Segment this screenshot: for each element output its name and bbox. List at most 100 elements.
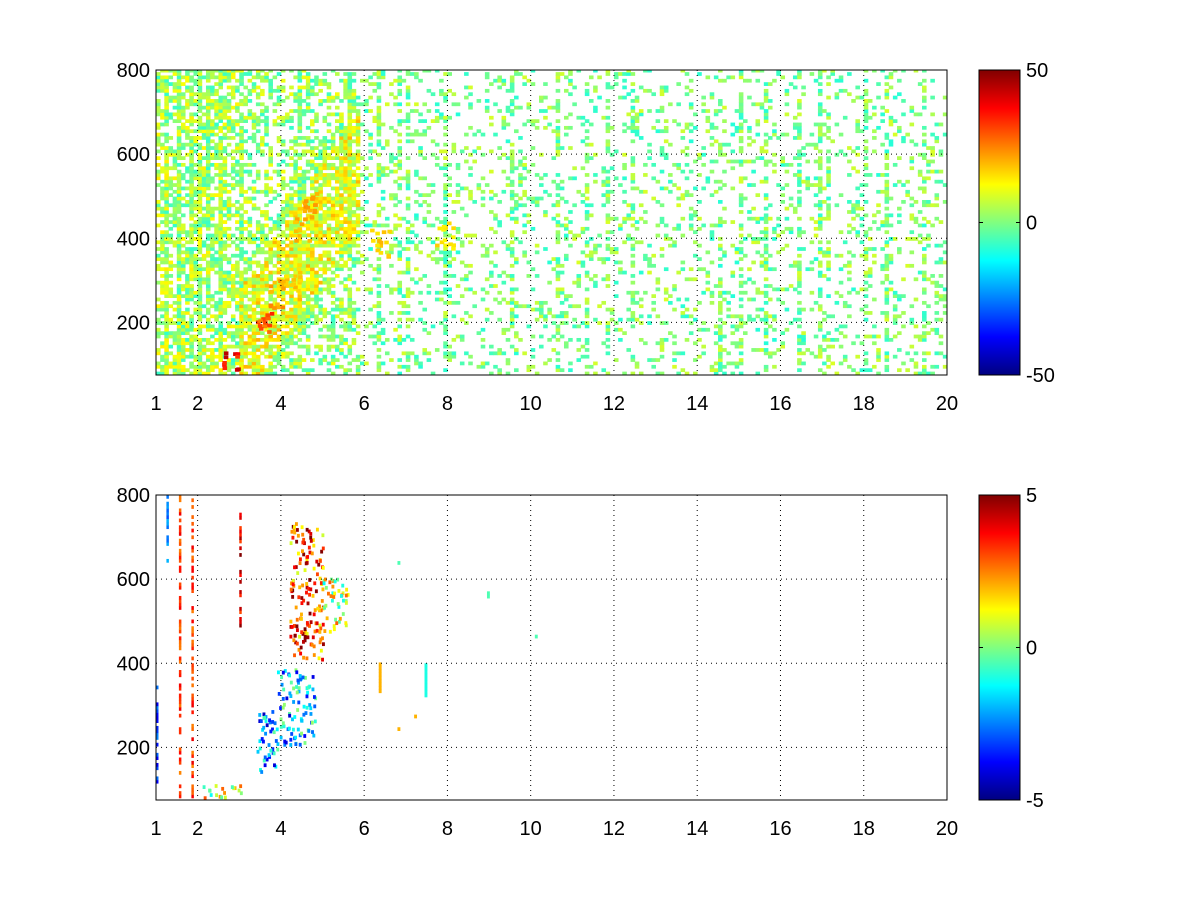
heatmap-cell bbox=[164, 277, 169, 282]
heatmap-cell bbox=[164, 260, 169, 265]
heatmap-cell bbox=[584, 216, 590, 221]
heatmap-cell bbox=[792, 206, 798, 211]
heatmap-cell bbox=[247, 156, 253, 161]
heatmap-cell bbox=[222, 277, 228, 282]
heatmap-cell bbox=[230, 358, 236, 362]
heatmap-cell bbox=[680, 70, 686, 73]
heatmap-cell bbox=[239, 186, 244, 191]
heatmap-cell bbox=[276, 173, 282, 177]
heatmap-cell bbox=[301, 287, 307, 292]
heatmap-cell bbox=[555, 237, 561, 241]
heatmap-cell bbox=[655, 314, 661, 319]
heatmap-cell bbox=[314, 206, 319, 211]
heatmap-cell bbox=[347, 88, 353, 93]
heatmap-cell bbox=[339, 341, 344, 346]
heatmap-cell bbox=[189, 351, 194, 356]
heatmap-cell bbox=[526, 324, 532, 329]
heatmap-cell bbox=[443, 156, 448, 161]
heatmap-cell bbox=[210, 260, 215, 265]
heatmap-cell bbox=[247, 358, 253, 362]
heatmap-cell bbox=[817, 247, 823, 251]
heatmap-cell bbox=[622, 199, 627, 204]
heatmap-cell bbox=[189, 274, 194, 278]
heatmap-cell bbox=[405, 139, 411, 144]
heatmap-cell bbox=[189, 169, 194, 174]
heatmap-cell bbox=[797, 260, 802, 265]
heatmap-cell bbox=[193, 119, 199, 123]
heatmap-cell bbox=[180, 321, 186, 325]
heatmap-cell bbox=[247, 304, 253, 309]
heatmap-cell bbox=[193, 300, 199, 305]
heatmap-cell bbox=[251, 358, 257, 362]
heatmap-cell bbox=[718, 351, 723, 356]
heatmap-cell bbox=[630, 290, 636, 295]
heatmap-cell bbox=[826, 331, 831, 336]
heatmap-cell bbox=[160, 193, 165, 198]
heatmap-cell bbox=[264, 183, 269, 187]
heatmap-cell bbox=[584, 196, 590, 201]
heatmap-cell bbox=[310, 193, 315, 198]
heatmap-cell bbox=[197, 152, 203, 157]
heatmap-cell bbox=[201, 364, 207, 369]
heatmap-cell bbox=[805, 186, 811, 191]
heatmap-cell bbox=[210, 294, 215, 298]
heatmap-cell bbox=[239, 139, 244, 144]
heatmap-cell bbox=[160, 196, 165, 201]
heatmap-cell bbox=[780, 199, 786, 204]
heatmap-cell bbox=[726, 361, 731, 366]
heatmap-cell bbox=[393, 223, 398, 228]
heatmap-cell bbox=[293, 304, 298, 309]
heatmap-cell bbox=[276, 257, 282, 261]
heatmap-cell bbox=[251, 260, 257, 265]
heatmap-cell bbox=[822, 253, 827, 258]
heatmap-cell bbox=[251, 371, 257, 375]
heatmap-cell bbox=[847, 270, 852, 275]
heatmap-cell bbox=[314, 233, 319, 238]
heatmap-cell bbox=[156, 105, 161, 110]
heatmap-cell bbox=[297, 321, 303, 325]
heatmap-cell bbox=[792, 287, 798, 292]
heatmap-cell bbox=[222, 102, 228, 107]
heatmap-cell bbox=[393, 327, 398, 332]
heatmap-cell bbox=[314, 321, 319, 325]
heatmap-cell bbox=[172, 341, 178, 346]
heatmap-cell bbox=[576, 233, 582, 238]
heatmap-cell bbox=[743, 280, 748, 285]
heatmap-cell bbox=[197, 280, 203, 285]
heatmap-cell bbox=[464, 277, 469, 282]
heatmap-cell bbox=[297, 75, 303, 80]
heatmap-cell bbox=[156, 203, 161, 208]
heatmap-cell bbox=[235, 327, 240, 332]
heatmap-cell bbox=[763, 348, 769, 352]
heatmap-cell bbox=[509, 142, 515, 147]
heatmap-cell bbox=[235, 341, 240, 346]
heatmap-cell bbox=[847, 250, 852, 255]
heatmap-cell bbox=[613, 75, 619, 80]
heatmap-cell bbox=[322, 287, 328, 292]
heatmap-cell bbox=[738, 149, 744, 154]
heatmap-cell bbox=[468, 287, 473, 292]
heatmap-cell bbox=[355, 371, 361, 375]
heatmap-cell bbox=[709, 125, 715, 130]
heatmap-cell bbox=[301, 109, 307, 113]
heatmap-cell bbox=[189, 337, 194, 342]
heatmap-cell bbox=[164, 223, 169, 228]
heatmap-cell bbox=[797, 230, 802, 235]
heatmap-cell bbox=[526, 196, 532, 201]
heatmap-cell bbox=[268, 297, 273, 302]
heatmap-cell bbox=[330, 321, 336, 325]
heatmap-cell bbox=[497, 348, 502, 352]
heatmap-cell bbox=[293, 341, 298, 346]
heatmap-cell bbox=[339, 179, 344, 184]
heatmap-cell bbox=[384, 223, 390, 228]
heatmap-cell bbox=[222, 344, 228, 349]
heatmap-cell bbox=[326, 311, 332, 315]
heatmap-cell bbox=[397, 162, 403, 167]
heatmap-cell bbox=[156, 213, 161, 218]
heatmap-cell bbox=[243, 189, 248, 194]
heatmap-cell bbox=[447, 294, 452, 298]
heatmap-cell bbox=[193, 290, 199, 295]
heatmap-cell bbox=[351, 280, 357, 285]
heatmap-cell bbox=[314, 146, 319, 150]
